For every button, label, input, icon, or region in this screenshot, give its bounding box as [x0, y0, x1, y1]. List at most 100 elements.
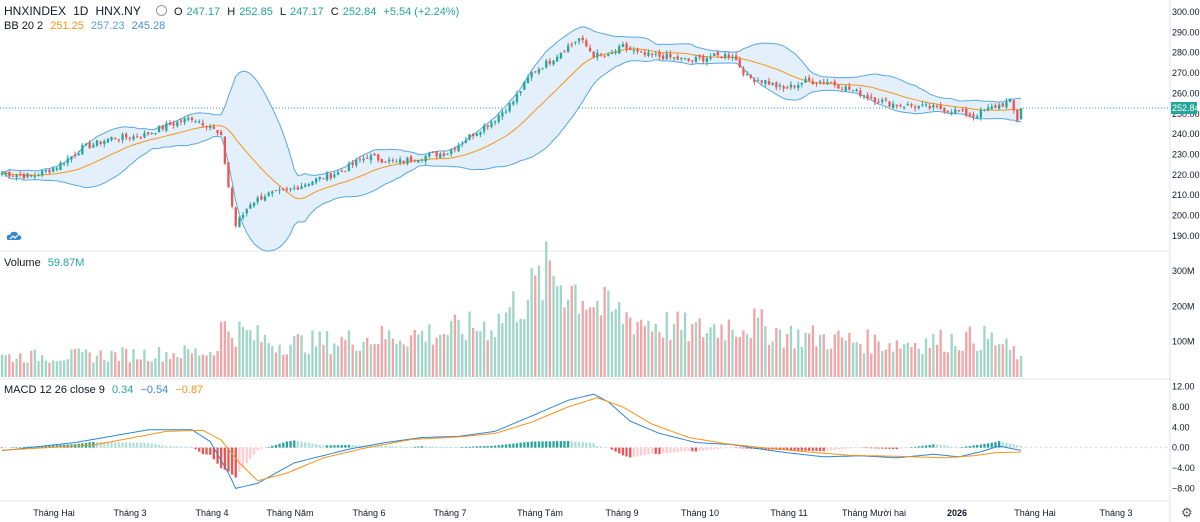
volume-bar [924, 338, 928, 377]
macd-histogram-bar [738, 447, 741, 449]
candle-body [333, 174, 336, 178]
bb-name: BB 20 2 [4, 20, 44, 32]
macd-histogram-bar [691, 447, 694, 452]
volume-legend[interactable]: Volume 59.87M [4, 257, 88, 269]
macd-histogram-bar [216, 447, 219, 464]
candle-body [435, 151, 438, 157]
macd-histogram-bar [716, 447, 719, 449]
macd-histogram-bar [556, 441, 559, 448]
volume-bar [384, 339, 387, 377]
macd-histogram-bar [483, 446, 486, 448]
volume-bar [366, 337, 369, 377]
candle-body [789, 84, 793, 88]
volume-bar [420, 330, 424, 377]
macd-histogram-bar [979, 444, 982, 448]
candle [413, 159, 416, 163]
volume-bar [819, 334, 822, 377]
macd-histogram-bar [103, 442, 106, 448]
macd-histogram-bar [705, 447, 709, 451]
volume-bar [84, 349, 88, 377]
volume-bar [698, 318, 701, 377]
candle [450, 148, 453, 157]
volume-bar [66, 359, 69, 377]
volume-bar [271, 346, 274, 377]
symbol-label[interactable]: HNXINDEX [4, 4, 67, 18]
candle-body [939, 105, 942, 110]
macd-histogram-bar [114, 442, 117, 448]
visibility-dot-icon[interactable] [155, 5, 167, 16]
bb-legend[interactable]: BB 20 2 251.25 257.23 245.28 [4, 20, 169, 32]
candle [380, 158, 383, 164]
candle-body [621, 44, 625, 47]
macd-histogram-bar [132, 442, 135, 448]
volume-bar [183, 345, 186, 377]
candle-body [833, 81, 836, 85]
time-tick-label: Tháng 3 [113, 508, 146, 518]
volume-bar [651, 331, 654, 377]
candle [475, 132, 478, 137]
volume-bar [957, 350, 961, 377]
cloud-logo-icon[interactable] [6, 230, 22, 242]
macd-histogram-bar [786, 447, 789, 451]
candle [48, 168, 51, 175]
candle-body [92, 144, 95, 148]
volume-bar [837, 330, 840, 377]
candle [33, 172, 36, 180]
volume-bar [625, 312, 628, 377]
candle [205, 125, 208, 131]
volume-bar [457, 319, 460, 377]
volume-bar [932, 333, 935, 377]
candle [567, 42, 570, 53]
macd-histogram-bar [136, 442, 139, 448]
candle [52, 166, 55, 173]
volume-bar [70, 349, 73, 377]
macd-histogram-bar [464, 446, 467, 448]
macd-histogram-bar [640, 447, 643, 456]
candle-body [928, 106, 931, 109]
price-tick-label: 220.00 [1172, 170, 1200, 180]
candle-body [691, 60, 694, 62]
time-tick-label: Tháng Năm [266, 508, 313, 518]
candle-body [585, 40, 588, 47]
candle-body [355, 160, 358, 166]
macd-histogram-bar [205, 447, 208, 455]
candle-body [176, 121, 179, 127]
candle [81, 143, 84, 155]
candle-body [786, 87, 789, 89]
volume-bar [556, 286, 559, 377]
candle-body [15, 175, 18, 178]
macd-legend[interactable]: MACD 12 26 close 9 0.34 −0.54 −0.87 [4, 384, 207, 396]
candle-body [610, 53, 614, 55]
candle-body [881, 99, 884, 102]
candle-body [567, 45, 570, 52]
macd-histogram-bar [417, 446, 420, 448]
volume-bar [745, 334, 749, 377]
candle [599, 52, 603, 57]
volume-bar [599, 315, 603, 377]
volume-bar [870, 353, 873, 377]
candle-body [563, 51, 566, 53]
macd-histogram-bar [859, 447, 862, 449]
high-value: 252.85 [239, 6, 273, 18]
candle [585, 38, 588, 48]
volume-bar [147, 361, 150, 377]
interval-label[interactable]: 1D [73, 4, 89, 18]
volume-bar [504, 312, 508, 377]
candle [282, 188, 285, 191]
candle-body [110, 137, 113, 141]
candle [271, 190, 274, 197]
volume-bar [738, 337, 741, 377]
settings-gear-icon[interactable]: ⚙ [1181, 505, 1193, 520]
candle-body [545, 60, 548, 68]
candle-body [165, 123, 168, 131]
candle [727, 51, 730, 61]
candle [147, 131, 150, 136]
volume-bar [906, 342, 909, 377]
macd-histogram-bar [987, 443, 990, 448]
candle-body [77, 153, 80, 156]
candle-body [249, 204, 252, 209]
macd-histogram-bar [139, 442, 142, 448]
candle [41, 170, 44, 178]
candle-body [245, 209, 248, 214]
